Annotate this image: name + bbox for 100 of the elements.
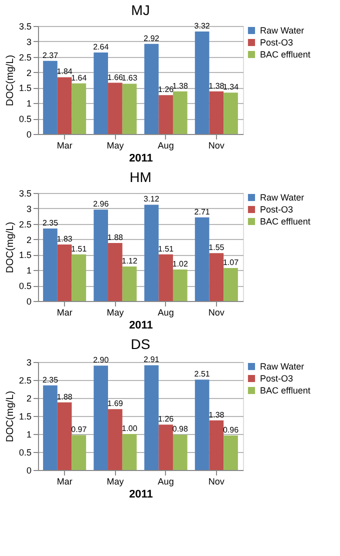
data-label: 2.91 (144, 355, 160, 364)
data-label: 2.35 (42, 375, 59, 384)
bar (57, 402, 72, 470)
bar (194, 32, 210, 134)
legend-label: BAC effluent (260, 216, 311, 226)
y-tick-label: 1 (26, 98, 32, 109)
y-tick-label: 2 (26, 68, 32, 78)
chart-title: MJ (131, 2, 150, 18)
data-label: 2.71 (194, 207, 210, 216)
data-label: 2.96 (93, 200, 110, 209)
y-tick-label: 1 (26, 430, 32, 440)
data-label: 3.32 (194, 22, 210, 31)
bar (144, 44, 159, 134)
x-tick-label: Aug (158, 308, 174, 318)
x-tick-label: May (106, 140, 124, 150)
data-label: 1.26 (158, 85, 174, 94)
bar (209, 420, 224, 470)
y-tick-label: 2 (26, 234, 32, 245)
bar (57, 77, 72, 134)
bar (158, 95, 173, 134)
data-label: 1.07 (222, 258, 240, 267)
bar (144, 204, 159, 301)
x-tick-label: Nov (208, 140, 225, 150)
y-tick-label: 1.5 (18, 412, 32, 422)
data-label: 2.51 (194, 370, 210, 379)
x-tick-label: Aug (158, 476, 174, 486)
data-label: 1.02 (172, 260, 188, 269)
bar (209, 253, 224, 301)
legend-label: Raw Water (260, 362, 304, 372)
data-label: 2.92 (144, 34, 160, 43)
y-tick-label: 3 (26, 204, 32, 214)
data-label: 1.64 (71, 73, 88, 82)
y-tick-label: 1 (26, 266, 32, 276)
data-label: 2.35 (42, 218, 59, 228)
y-axis-title: DOC(mg/L) (4, 390, 16, 442)
bar (224, 435, 238, 470)
legend-label: BAC effluent (260, 50, 311, 60)
data-label: 1.69 (107, 399, 124, 408)
bar (172, 434, 188, 470)
bar (122, 434, 137, 470)
x-tick-label: Mar (56, 476, 72, 486)
x-tick-label: May (106, 476, 124, 486)
bar (122, 84, 137, 134)
y-tick-label: 3 (26, 36, 32, 47)
bar (209, 91, 224, 134)
data-label: 1.51 (158, 244, 174, 254)
y-tick-label: 3 (26, 358, 32, 368)
x-tick-label: Mar (56, 308, 72, 318)
y-tick-label: 0 (26, 466, 32, 476)
y-tick-label: 0.5 (18, 281, 32, 292)
y-tick-label: 2.5 (18, 376, 32, 386)
y-tick-label: 0.5 (18, 114, 32, 124)
data-label: 1.38 (172, 81, 188, 90)
data-label: 1.34 (222, 82, 240, 92)
bar (194, 217, 210, 301)
y-axis-title: DOC(mg/L) (4, 54, 16, 106)
data-label: 1.26 (158, 414, 174, 424)
y-tick-label: 2.5 (18, 52, 32, 62)
x-tick-label: Aug (158, 140, 174, 150)
y-axis-title: DOC(mg/L) (4, 222, 16, 274)
bar (57, 244, 72, 301)
bar (172, 270, 188, 301)
x-tick-label: May (106, 308, 124, 318)
bar (43, 385, 58, 470)
y-tick-label: 1.5 (18, 250, 32, 260)
bar (158, 424, 173, 470)
data-label: 1.38 (208, 81, 225, 90)
y-tick-label: 0 (26, 296, 32, 306)
bar (194, 380, 210, 470)
data-label: 2.37 (42, 50, 59, 60)
legend-label: Raw Water (260, 26, 304, 36)
legend-label: Post-O3 (260, 204, 294, 214)
bar (43, 60, 58, 134)
data-label: 2.90 (93, 356, 110, 365)
legend-label: Post-O3 (260, 38, 294, 48)
x-axis-title: 2011 (129, 488, 153, 500)
bar (43, 228, 58, 301)
x-tick-label: Nov (208, 308, 225, 318)
data-label: 1.63 (122, 74, 138, 83)
bar (94, 210, 108, 301)
y-tick-label: 1.5 (18, 83, 32, 94)
chart-title: HM (130, 169, 152, 185)
y-tick-label: 2.5 (18, 219, 32, 230)
data-label: 0.97 (71, 425, 88, 434)
y-tick-label: 0 (26, 130, 32, 140)
legend-label: Raw Water (260, 192, 304, 202)
bar (172, 91, 188, 134)
chart-title: DS (130, 336, 150, 352)
data-label: 1.88 (107, 232, 124, 242)
y-tick-label: 3.5 (18, 22, 32, 32)
bar (224, 92, 238, 134)
x-tick-label: Nov (208, 476, 225, 486)
data-label: 1.12 (122, 256, 138, 266)
x-axis-title: 2011 (129, 152, 153, 164)
bar (144, 365, 159, 470)
data-label: 1.38 (208, 410, 225, 420)
bar (94, 366, 108, 470)
bar (108, 82, 122, 134)
bar (158, 254, 173, 301)
y-tick-label: 2 (26, 394, 32, 404)
